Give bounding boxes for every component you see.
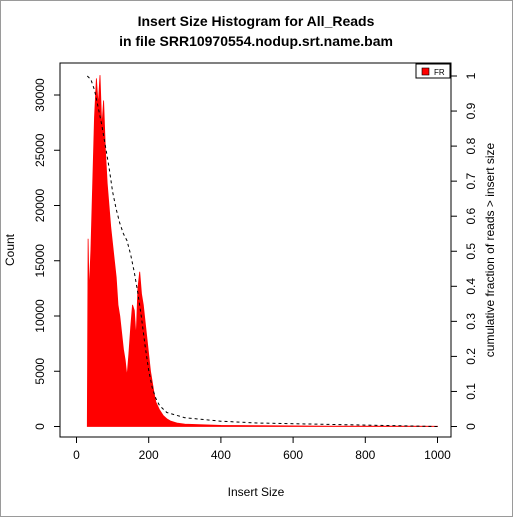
plot-box	[59, 62, 452, 438]
legend-swatch-fr	[421, 67, 430, 76]
y2-tick-label: 1	[464, 72, 478, 79]
x-tick-label: 600	[283, 448, 303, 462]
y2-tick-label: 0.6	[464, 208, 478, 225]
y-tick-label: 25000	[33, 133, 47, 167]
y2-tick-label: 0.7	[464, 172, 478, 189]
x-axis-label: Insert Size	[228, 485, 285, 499]
y2-tick-label: 0.8	[464, 137, 478, 154]
y2-tick-label: 0.5	[464, 243, 478, 260]
y-tick-label: 10000	[33, 299, 47, 333]
y2-tick-label: 0	[464, 423, 478, 430]
legend-box	[415, 63, 451, 79]
y-axis-right: 0 0.1 0.2 0.3 0.4 0.5 0.6 0.7 0.8 0.9 1	[451, 72, 478, 430]
x-axis: 0 200 400 600 800 1000	[73, 437, 451, 462]
chart-title-line2: in file SRR10970554.nodup.srt.name.bam	[119, 33, 393, 49]
y2-axis-label: cumulative fraction of reads > insert si…	[483, 142, 497, 357]
legend-label-fr: FR	[434, 68, 445, 77]
y-tick-label: 0	[33, 423, 47, 430]
cumulative-fraction-line	[86, 75, 438, 427]
y-tick-label: 5000	[33, 358, 47, 385]
legend: FR	[415, 63, 451, 79]
y-tick-label: 15000	[33, 244, 47, 278]
y-tick-label: 20000	[33, 188, 47, 222]
chart-title-line1: Insert Size Histogram for All_Reads	[138, 13, 375, 29]
x-tick-label: 1000	[424, 448, 451, 462]
y2-tick-label: 0.2	[464, 348, 478, 365]
histogram-series-fr	[86, 75, 438, 427]
y-axis-label: Count	[3, 233, 17, 266]
x-tick-label: 200	[139, 448, 159, 462]
y2-tick-label: 0.1	[464, 383, 478, 400]
x-tick-label: 0	[73, 448, 80, 462]
histogram-area-layer	[86, 75, 438, 427]
y2-tick-label: 0.9	[464, 102, 478, 119]
x-tick-label: 800	[355, 448, 375, 462]
y2-tick-label: 0.4	[464, 278, 478, 295]
x-tick-label: 400	[211, 448, 231, 462]
y-tick-label: 30000	[33, 78, 47, 112]
y-axis-left: 0 5000 10000 15000 20000 25000 30000	[33, 78, 60, 430]
y2-tick-label: 0.3	[464, 313, 478, 330]
cumulative-line-layer	[86, 75, 438, 427]
